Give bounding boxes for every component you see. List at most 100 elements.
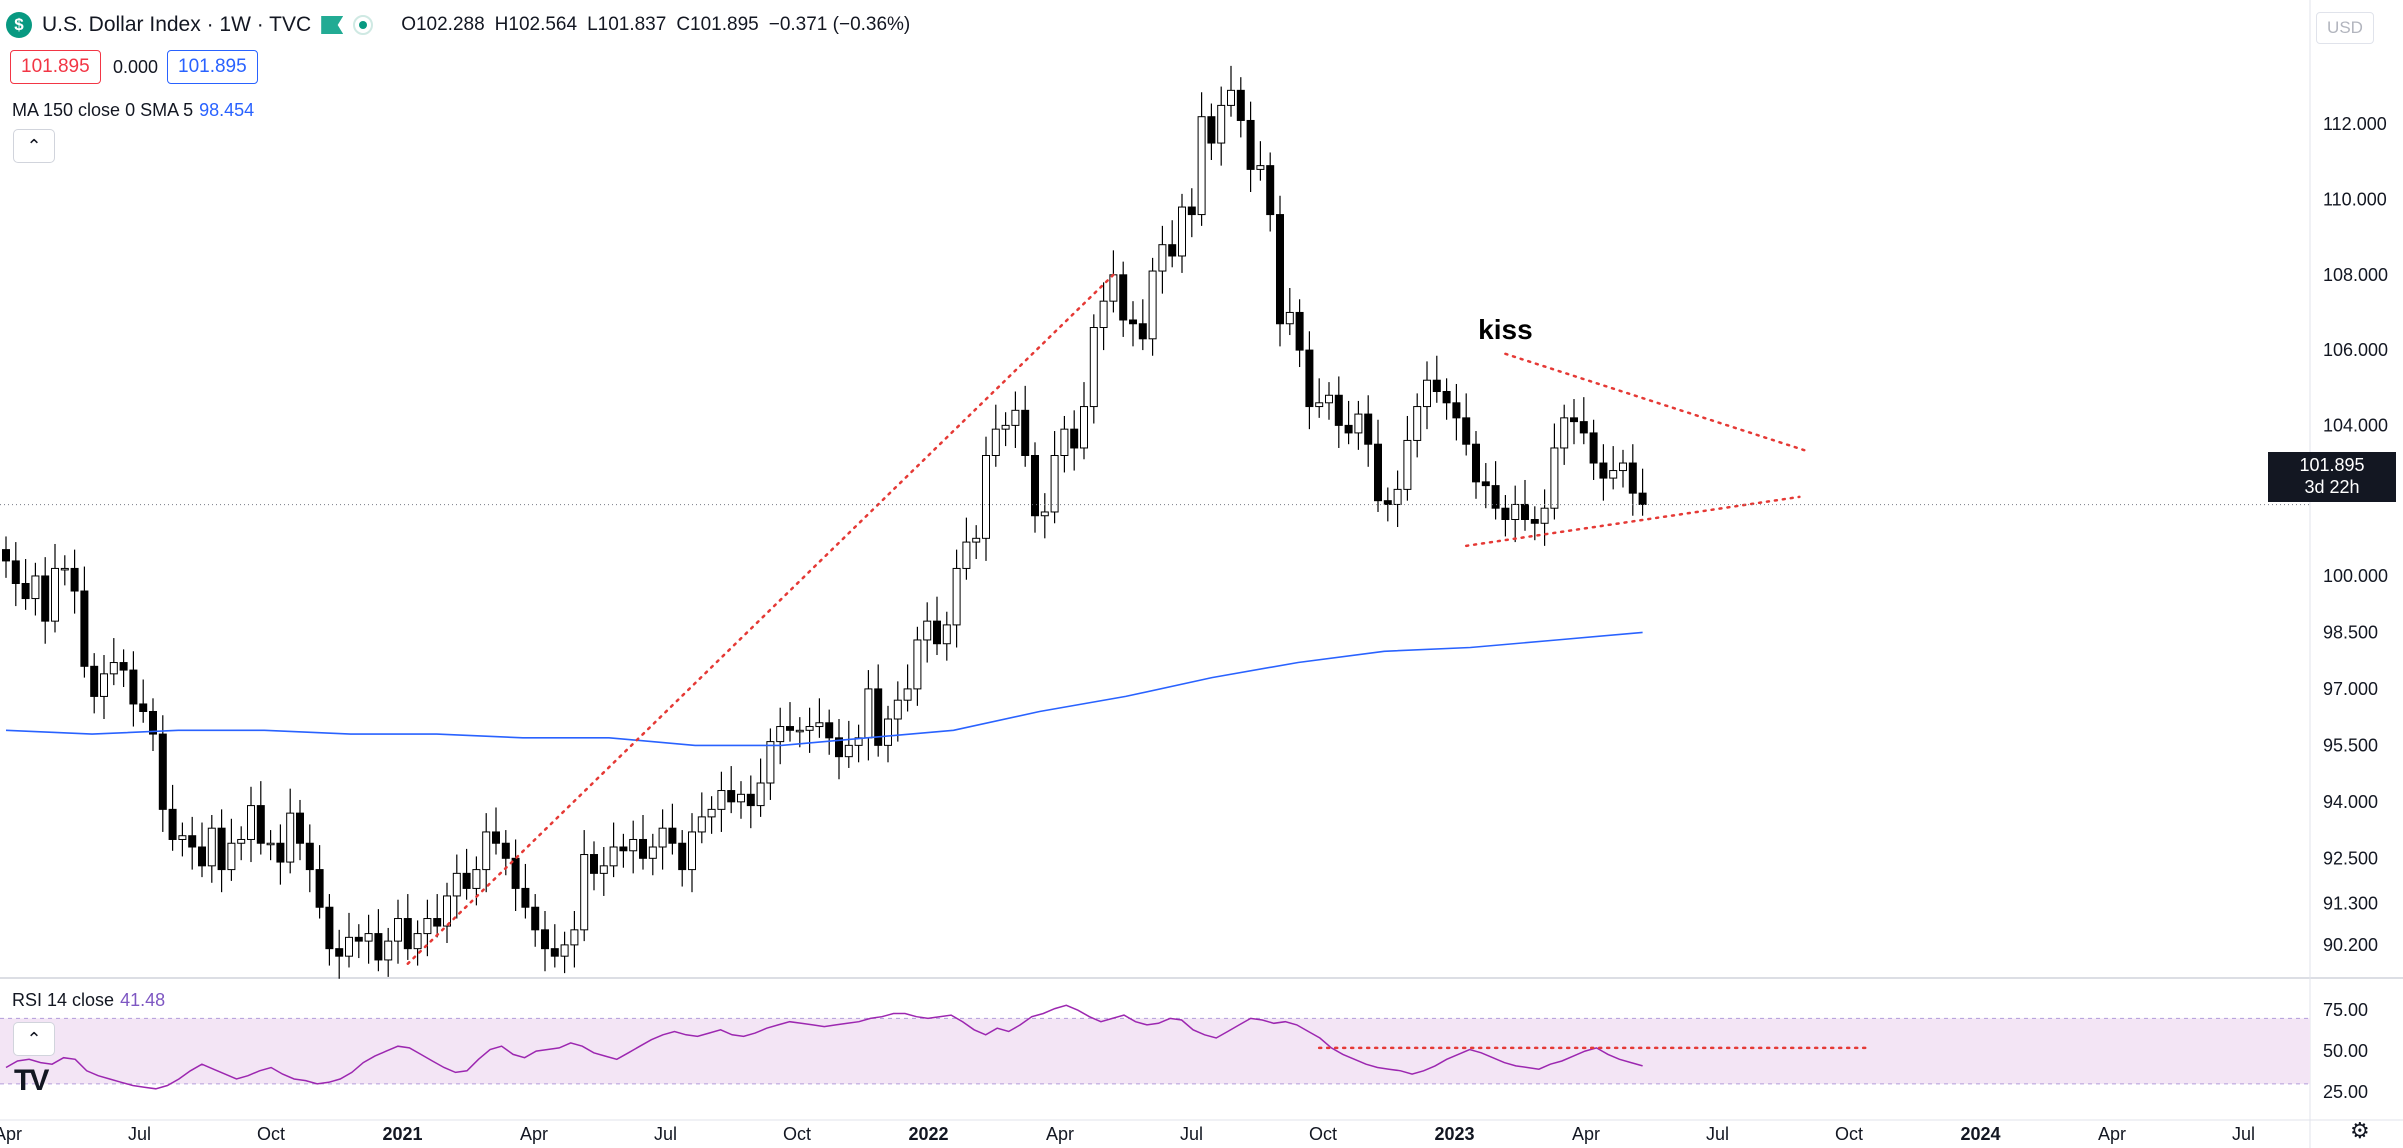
candle-body bbox=[188, 835, 197, 848]
chevron-up-icon: ⌃ bbox=[26, 1028, 42, 1049]
gear-icon[interactable]: ⚙ bbox=[2350, 1118, 2370, 1143]
candle-body bbox=[198, 846, 206, 867]
candle-body bbox=[1530, 518, 1539, 524]
candle-body bbox=[599, 865, 608, 874]
candle-body bbox=[1276, 214, 1284, 325]
candle-body bbox=[648, 846, 657, 859]
candle-body bbox=[1344, 424, 1353, 434]
candle-body bbox=[1403, 439, 1412, 490]
bar-countdown: 3d 22h bbox=[2304, 477, 2360, 497]
time-tick-label: Apr bbox=[2098, 1124, 2126, 1144]
candle-body bbox=[1432, 379, 1441, 393]
time-tick-label: Jul bbox=[1706, 1124, 1729, 1144]
candle-body bbox=[11, 560, 20, 584]
candle-body bbox=[874, 688, 883, 746]
candle-body bbox=[815, 722, 824, 728]
candle-body bbox=[678, 842, 687, 871]
candle-body bbox=[472, 869, 481, 889]
price-tick-label: 92.500 bbox=[2323, 848, 2378, 868]
candle-body bbox=[100, 673, 108, 697]
candle-body bbox=[1579, 421, 1588, 434]
time-tick-label: Apr bbox=[520, 1124, 548, 1144]
currency-button[interactable]: USD bbox=[2316, 12, 2374, 44]
candle-body bbox=[247, 805, 255, 840]
candle-body bbox=[1511, 503, 1520, 520]
candle-body bbox=[129, 669, 138, 705]
candle-body bbox=[521, 887, 530, 908]
candle-body bbox=[1393, 488, 1402, 505]
candle-body bbox=[51, 567, 59, 622]
candle-body bbox=[884, 718, 892, 746]
rsi-tick-label: 75.00 bbox=[2323, 1000, 2368, 1020]
rsi-legend[interactable]: RSI 14 close 41.48 bbox=[12, 990, 165, 1011]
candle-body bbox=[913, 639, 922, 690]
time-tick-label: Oct bbox=[783, 1124, 811, 1144]
price-tick-label: 112.000 bbox=[2323, 114, 2387, 134]
candle-body bbox=[1325, 394, 1333, 404]
candle-body bbox=[1285, 311, 1294, 325]
market-status-icon[interactable] bbox=[353, 15, 374, 35]
candle-body bbox=[1521, 503, 1529, 520]
candle-body bbox=[570, 929, 579, 946]
price-tick-label: 106.000 bbox=[2323, 340, 2388, 360]
last-price-label: 101.895 3d 22h bbox=[2268, 452, 2396, 502]
ma-legend[interactable]: MA 150 close 0 SMA 5 98.454 bbox=[12, 100, 254, 121]
flag-icon[interactable] bbox=[321, 16, 344, 34]
candle-body bbox=[1619, 462, 1627, 472]
candle-body bbox=[1109, 274, 1118, 302]
collapse-legend-button[interactable]: ⌃ bbox=[13, 129, 55, 163]
candle-body bbox=[1197, 116, 1206, 216]
candle-body bbox=[2, 549, 10, 562]
candle-body bbox=[1462, 417, 1471, 445]
candle-body bbox=[423, 918, 432, 935]
candle-body bbox=[482, 831, 491, 871]
chevron-up-icon: ⌃ bbox=[26, 135, 42, 156]
rsi-line bbox=[5, 1004, 1643, 1090]
candle-body bbox=[717, 790, 726, 810]
candle-body bbox=[580, 854, 589, 931]
candle-body bbox=[550, 948, 559, 957]
candle-body bbox=[1560, 417, 1569, 449]
candle-body bbox=[109, 662, 118, 675]
candle-body bbox=[609, 846, 618, 867]
candle-body bbox=[1050, 455, 1059, 513]
candle-body bbox=[805, 726, 814, 731]
candle-body bbox=[1040, 511, 1049, 517]
buy-button[interactable]: 101.895 bbox=[167, 50, 258, 84]
candle-body bbox=[795, 729, 804, 733]
price-tick-label: 91.300 bbox=[2323, 893, 2378, 913]
time-tick-label: Apr bbox=[1046, 1124, 1074, 1144]
candle-body bbox=[1550, 447, 1559, 509]
candle-body bbox=[697, 816, 706, 833]
candle-body bbox=[364, 933, 373, 942]
rsi-tick-label: 25.00 bbox=[2323, 1082, 2368, 1102]
candle-body bbox=[227, 842, 236, 871]
candle-body bbox=[825, 722, 834, 739]
candle-body bbox=[1628, 462, 1637, 494]
candle-body bbox=[1570, 417, 1578, 423]
candle-body bbox=[531, 906, 540, 931]
candle-body bbox=[560, 944, 569, 957]
candle-body bbox=[727, 790, 736, 803]
candle-body bbox=[1089, 327, 1098, 408]
candle-body bbox=[31, 575, 40, 600]
chart-header: $ U.S. Dollar Index · 1W · TVC O102.288 … bbox=[6, 12, 910, 38]
candle-body bbox=[766, 741, 775, 784]
candle-body bbox=[305, 842, 314, 871]
candle-body bbox=[452, 872, 461, 897]
candle-body bbox=[688, 831, 696, 871]
tradingview-logo-icon[interactable]: TV bbox=[14, 1064, 49, 1097]
candle-body bbox=[658, 827, 667, 848]
candle-body bbox=[619, 846, 628, 852]
sell-button[interactable]: 101.895 bbox=[10, 50, 101, 84]
time-tick-label: Jul bbox=[1180, 1124, 1203, 1144]
candle-body bbox=[1119, 274, 1128, 321]
collapse-rsi-button[interactable]: ⌃ bbox=[13, 1022, 55, 1056]
candle-body bbox=[786, 726, 794, 731]
candle-body bbox=[1413, 406, 1422, 441]
symbol-title[interactable]: U.S. Dollar Index · 1W · TVC bbox=[42, 13, 312, 36]
candle-body bbox=[590, 854, 598, 874]
candle-body bbox=[1080, 406, 1088, 449]
spread-value: 0.000 bbox=[113, 57, 159, 77]
